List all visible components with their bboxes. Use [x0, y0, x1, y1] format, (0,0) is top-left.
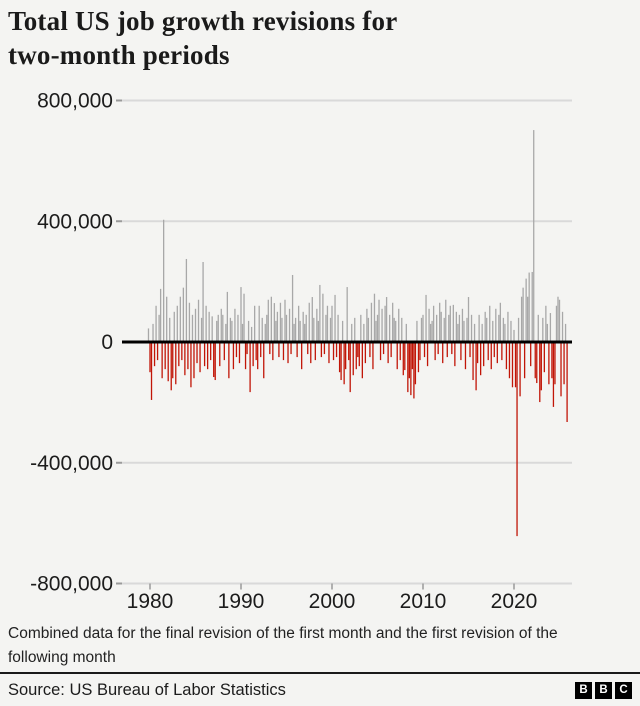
svg-text:-800,000: -800,000 — [30, 573, 113, 596]
svg-text:-400,000: -400,000 — [30, 452, 113, 475]
bbc-logo-block-c: C — [615, 681, 632, 699]
footer-divider — [0, 672, 640, 674]
svg-text:2010: 2010 — [400, 590, 447, 613]
svg-text:800,000: 800,000 — [37, 90, 113, 113]
chart-footnote: Combined data for the final revision of … — [8, 625, 558, 667]
svg-text:1990: 1990 — [218, 590, 265, 613]
source-text: Source: US Bureau of Labor Statistics — [8, 680, 286, 699]
svg-text:0: 0 — [101, 331, 113, 354]
svg-text:1980: 1980 — [127, 590, 174, 613]
source-row: Source: US Bureau of Labor Statistics B … — [8, 678, 632, 702]
svg-text:2000: 2000 — [309, 590, 356, 613]
chart-title: Total US job growth revisions for two-mo… — [8, 6, 397, 71]
bbc-logo-block-b2: B — [595, 681, 612, 699]
svg-text:2020: 2020 — [491, 590, 538, 613]
bbc-logo-block-b1: B — [575, 681, 592, 699]
bbc-logo: B B C — [575, 681, 632, 699]
svg-text:400,000: 400,000 — [37, 210, 113, 233]
